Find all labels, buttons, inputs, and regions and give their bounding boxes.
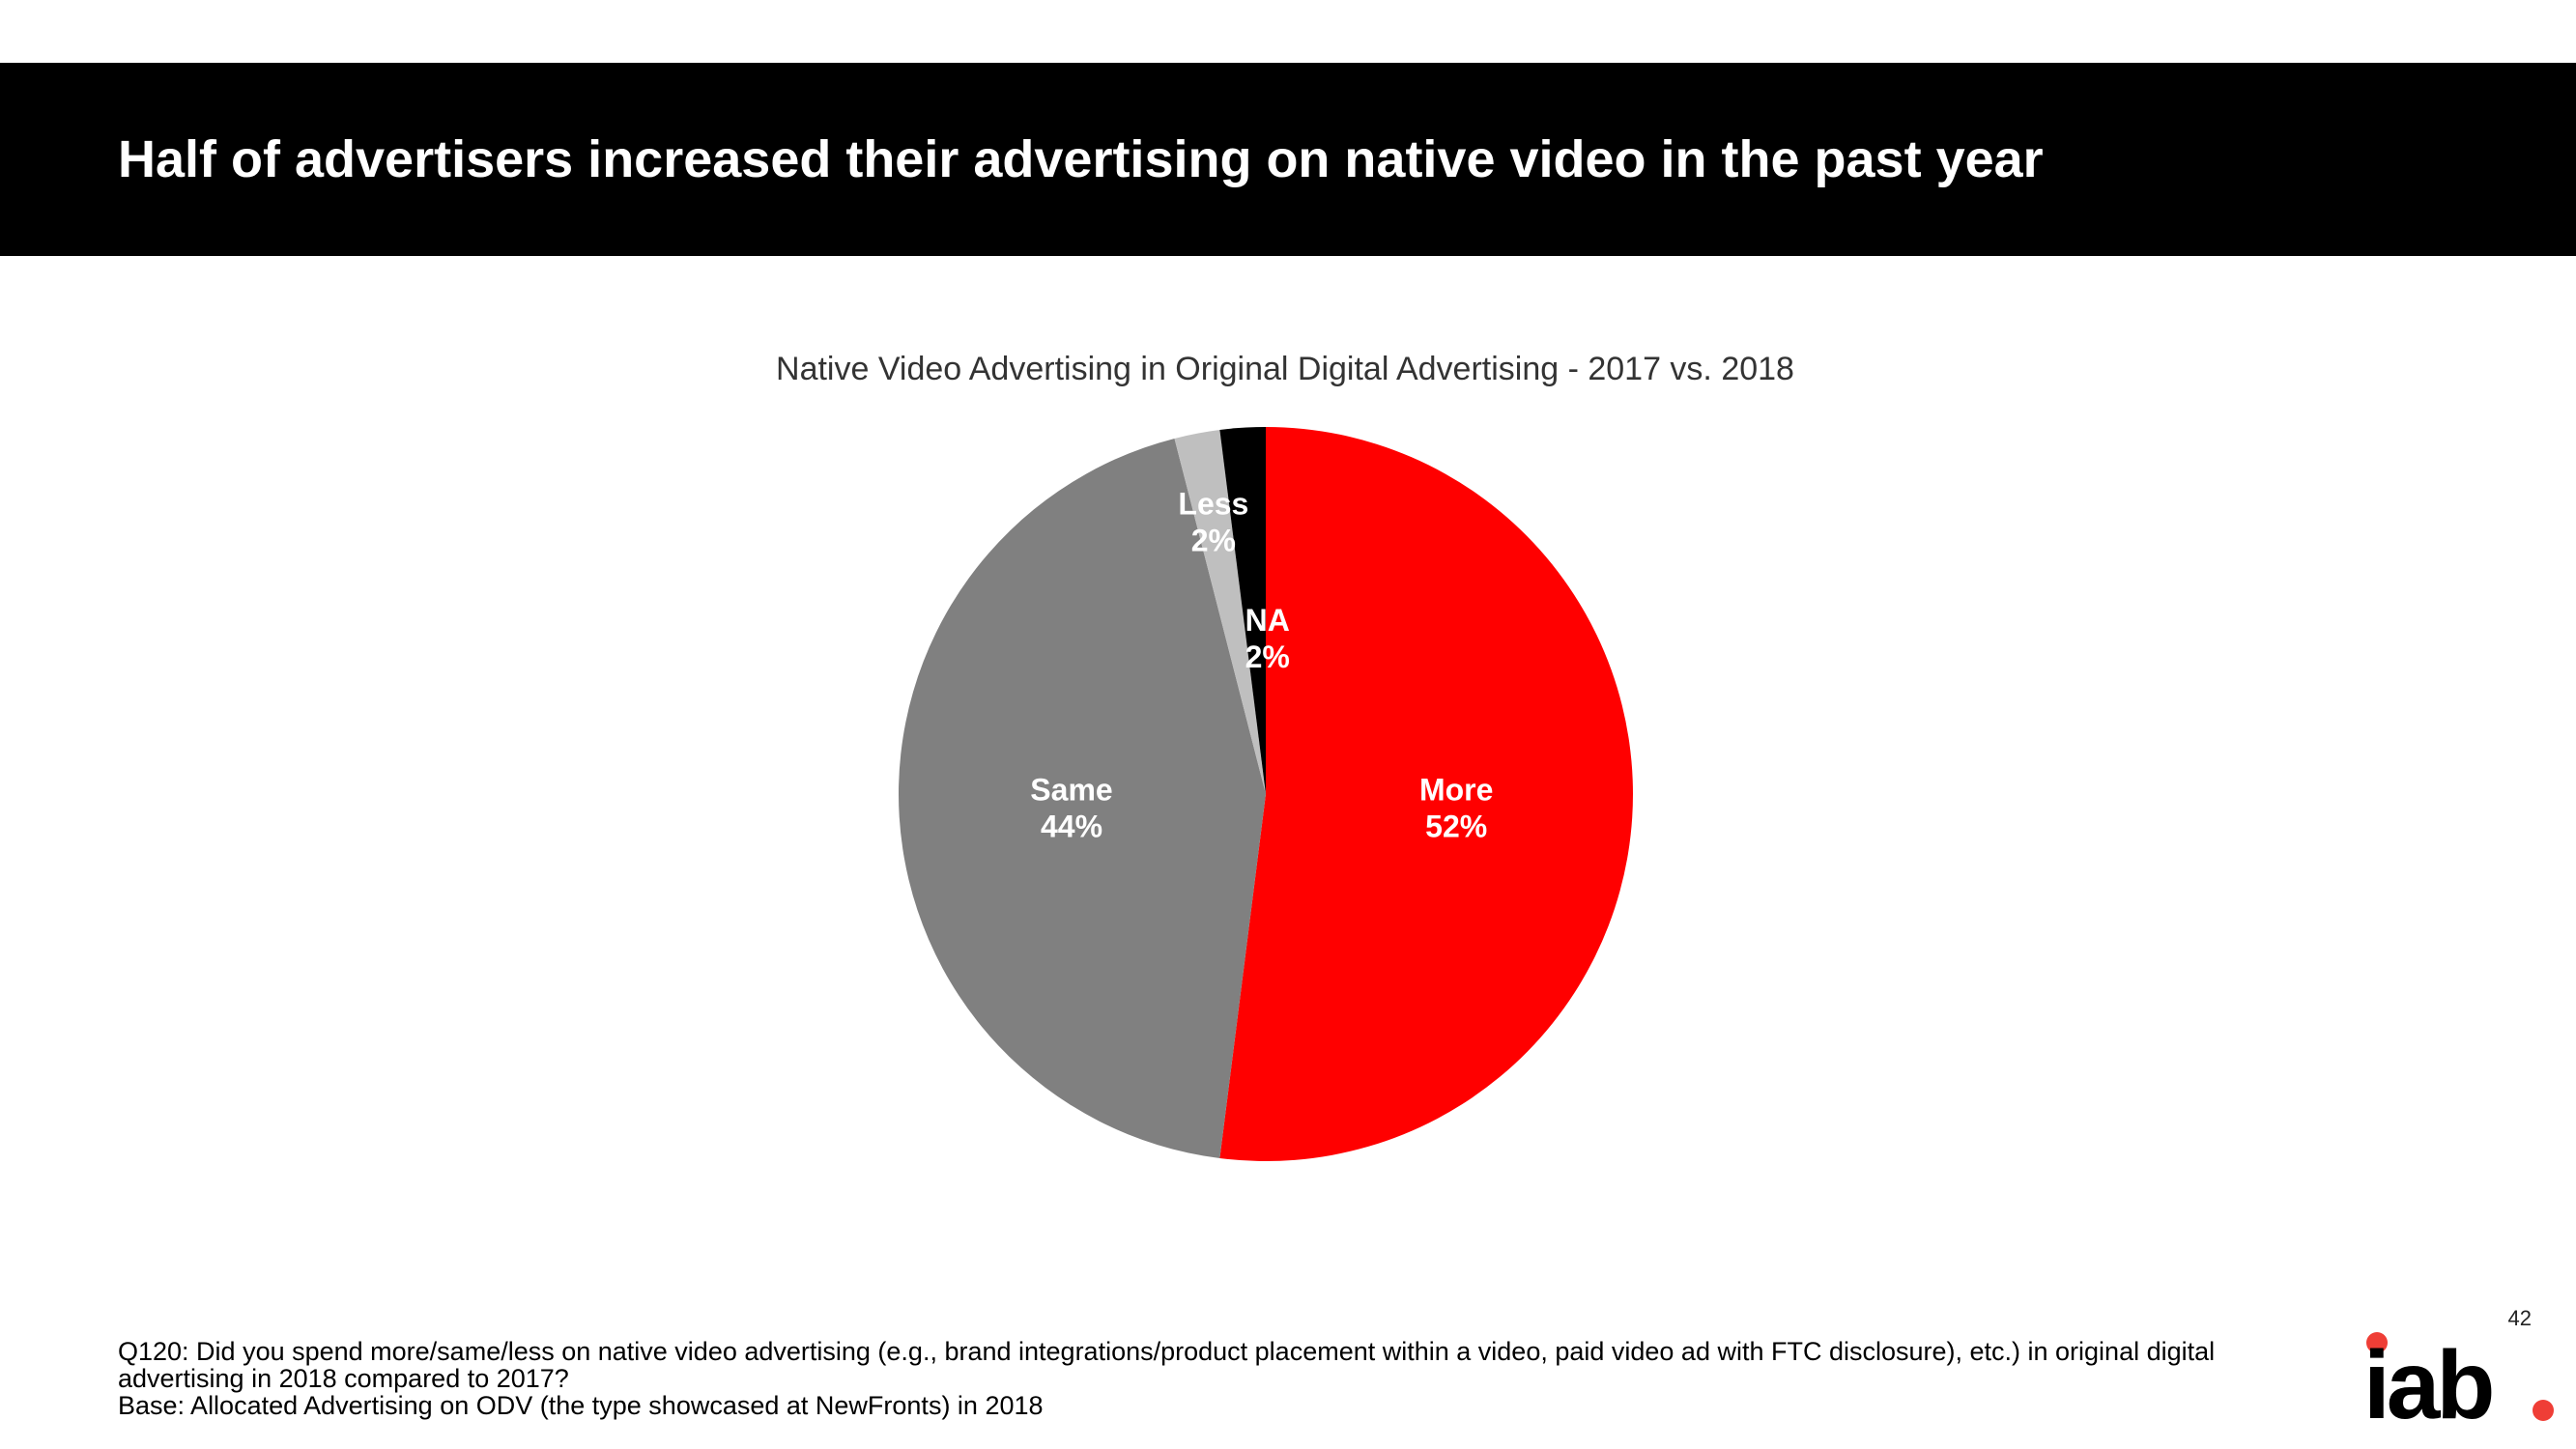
slice-label-same: Same <box>1030 773 1112 808</box>
logo-wordmark: iab <box>2363 1331 2491 1430</box>
slice-value-na: 2% <box>1245 639 1290 674</box>
footnote: Q120: Did you spend more/same/less on na… <box>118 1338 2321 1419</box>
slice-value-more: 52% <box>1425 809 1487 843</box>
pie-slice-more <box>1219 427 1633 1161</box>
slice-value-less: 2% <box>1191 523 1236 557</box>
iab-logo: iab <box>2363 1331 2554 1430</box>
slice-label-na: NA <box>1245 603 1290 638</box>
slice-value-same: 44% <box>1041 810 1102 844</box>
slice-label-less: Less <box>1178 486 1248 521</box>
pie-slice-less <box>1174 429 1266 794</box>
title-band <box>0 63 2576 256</box>
chart-title-text: Native Video Advertising in Original Dig… <box>776 351 1794 387</box>
pie-slice-same <box>898 438 1266 1159</box>
slice-label-more: More <box>1419 772 1493 807</box>
pie-slices <box>898 427 1633 1161</box>
footnote-question: Q120: Did you spend more/same/less on na… <box>118 1337 2216 1393</box>
logo-dot-top <box>2366 1332 2388 1353</box>
footnote-base: Base: Allocated Advertising on ODV (the … <box>118 1391 1044 1420</box>
page-title: Half of advertisers increased their adve… <box>118 130 2044 188</box>
pie-slice-na <box>1219 427 1266 794</box>
chart-title: Native Video Advertising in Original Dig… <box>0 350 2576 388</box>
page-number: 42 <box>2507 1306 2532 1330</box>
logo-dot-bottom <box>2533 1400 2554 1421</box>
